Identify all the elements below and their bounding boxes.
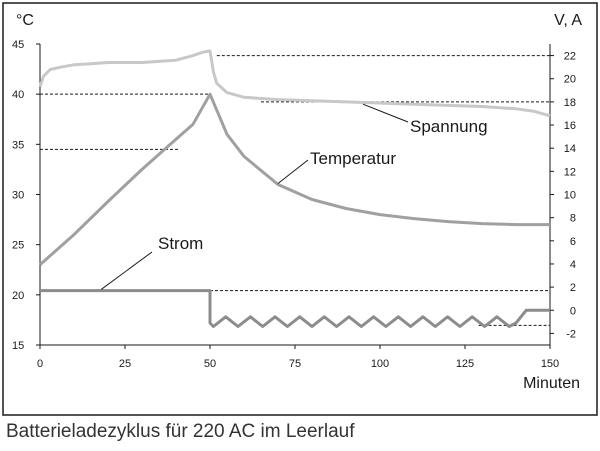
y-right-tick-label: 12 xyxy=(564,166,576,178)
reference-lines xyxy=(40,55,550,326)
x-tick-label: 75 xyxy=(289,358,301,370)
y-left-tick-label: 45 xyxy=(12,39,24,51)
y-right-tick-label: 20 xyxy=(564,74,576,86)
y-right-tick-label: 0 xyxy=(570,305,576,317)
annotation-label: Strom xyxy=(158,234,203,253)
x-axis-label: Minuten xyxy=(523,375,580,392)
y-right-tick-label: 4 xyxy=(570,259,576,271)
y-right-tick-label: -2 xyxy=(566,328,576,340)
series-line-spannung xyxy=(38,49,551,118)
series-lines xyxy=(38,49,551,328)
y-right-tick-label: 10 xyxy=(564,190,576,202)
annotation-leader xyxy=(277,159,309,184)
right-axis-unit: V, A xyxy=(554,12,582,29)
y-right-tick-label: 6 xyxy=(570,236,576,248)
x-tick-label: 150 xyxy=(541,358,559,370)
y-left-tick-label: 20 xyxy=(12,290,24,302)
annotation-leader xyxy=(100,251,153,290)
y-right-tick-label: 16 xyxy=(564,120,576,132)
axis-ticks: 0 25 50 75 100 125 150 15 20 25 30 35 40 45 -2 0 2 4 6 8 10 1… xyxy=(12,39,576,370)
y-left-tick-label: 25 xyxy=(12,240,24,252)
y-right-tick-label: 22 xyxy=(564,51,576,63)
x-tick-label: 100 xyxy=(371,358,389,370)
x-tick-label: 0 xyxy=(37,358,43,370)
y-left-tick-label: 40 xyxy=(12,89,24,101)
x-tick-label: 125 xyxy=(456,358,474,370)
y-left-tick-label: 30 xyxy=(12,190,24,202)
annotation-label: Temperatur xyxy=(310,149,396,168)
y-right-tick-label: 2 xyxy=(570,282,576,294)
x-tick-label: 50 xyxy=(204,358,216,370)
x-tick-label: 25 xyxy=(119,358,131,370)
left-axis-unit: °C xyxy=(16,12,34,29)
annotation-leader xyxy=(362,103,409,123)
y-right-tick-label: 18 xyxy=(564,97,576,109)
y-right-tick-label: 14 xyxy=(564,143,576,155)
y-left-tick-label: 35 xyxy=(12,139,24,151)
annotation-label: Spannung xyxy=(410,117,488,136)
chart-caption: Batterieladezyklus für 220 AC im Leerlau… xyxy=(6,421,355,442)
y-left-tick-label: 15 xyxy=(12,340,24,352)
series-line-strom xyxy=(40,289,550,328)
series-line-temperatur xyxy=(39,92,550,266)
annotations: Spannung Temperatur Strom xyxy=(100,103,488,290)
y-right-tick-label: 8 xyxy=(570,213,576,225)
